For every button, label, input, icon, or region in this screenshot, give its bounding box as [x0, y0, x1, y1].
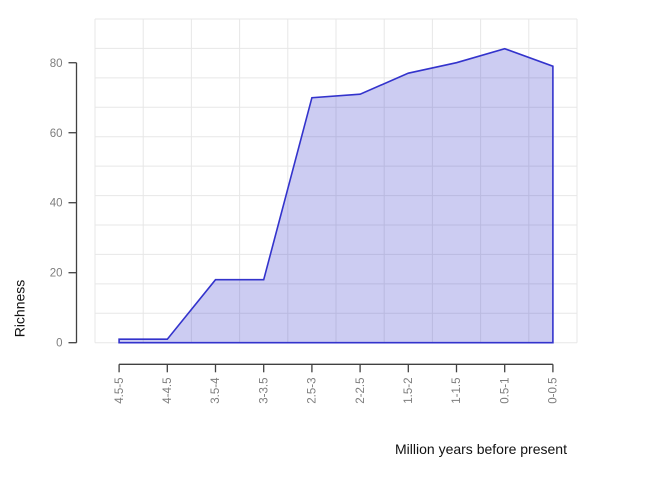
x-tick-label: 2.5-3 [307, 378, 319, 404]
x-tick-label: 4.5-5 [114, 378, 126, 404]
x-tick-label: 1.5-2 [403, 378, 415, 404]
y-axis: 0 20 40 60 80 [50, 58, 78, 350]
y-tick-label: 0 [56, 338, 62, 350]
x-axis: 4.5-5 4-4.5 3.5-4 3-3.5 2.5-3 2-2.5 1.5-2 1-1.5… [114, 363, 560, 404]
x-tick-label: 4-4.5 [162, 378, 174, 404]
x-tick-label: 3.5-4 [210, 377, 222, 404]
x-tick-label: 2-2.5 [355, 378, 367, 404]
y-tick-label: 80 [50, 58, 63, 70]
x-axis-title: Million years before present [395, 441, 567, 457]
x-tick-label: 3-3.5 [258, 378, 270, 404]
y-axis-title: Richness [11, 279, 28, 338]
y-tick-label: 60 [50, 128, 63, 140]
x-tick-label: 0.5-1 [499, 378, 511, 404]
x-tick-label: 1-1.5 [451, 378, 463, 404]
area-series [118, 47, 554, 344]
x-tick-label: 0-0.5 [548, 378, 560, 404]
y-tick-label: 20 [50, 268, 63, 280]
y-tick-label: 40 [50, 198, 63, 210]
